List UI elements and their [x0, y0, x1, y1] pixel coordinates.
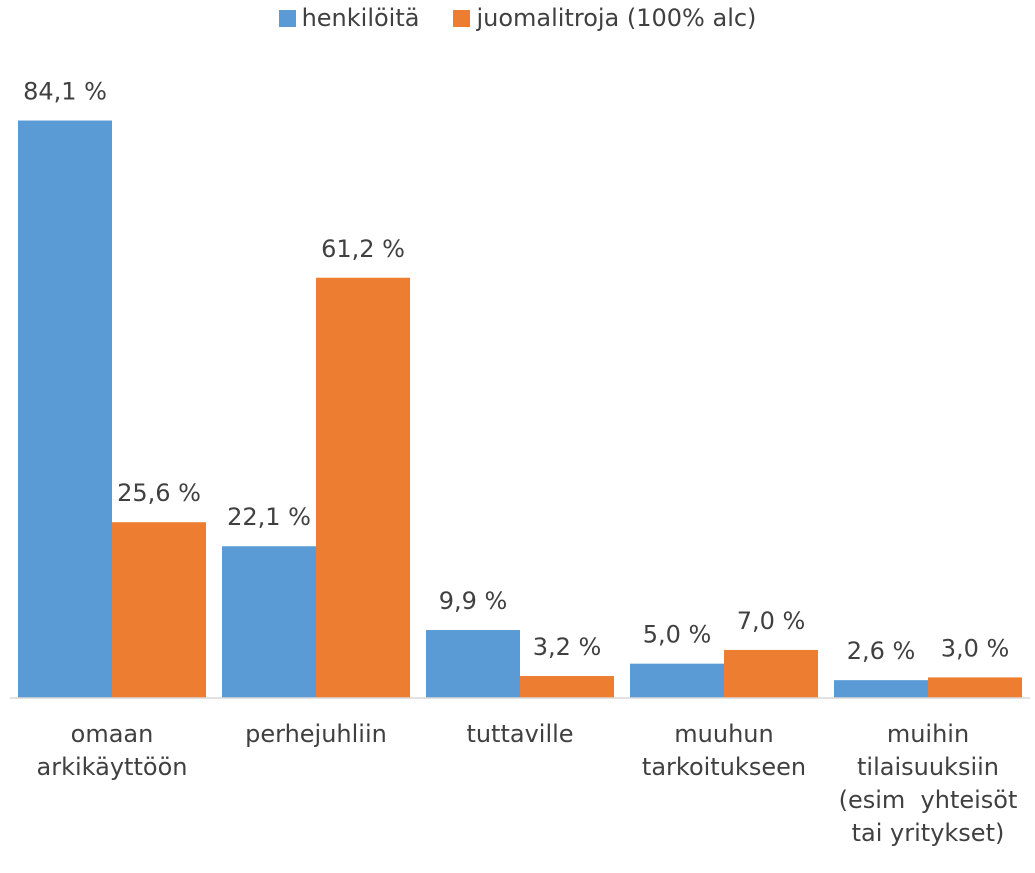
data-label: 25,6 %	[117, 479, 201, 507]
bar	[316, 277, 410, 698]
x-tick-label: omaan arkikäyttöön	[36, 720, 188, 781]
legend-swatch	[278, 9, 296, 27]
data-label: 22,1 %	[227, 503, 311, 531]
bar	[426, 630, 520, 698]
data-label: 7,0 %	[737, 607, 806, 635]
x-tick-label: muihin tilaisuuksiin (esim yhteisöt tai …	[838, 720, 1026, 847]
bar	[520, 676, 614, 698]
data-label: 3,2 %	[533, 633, 602, 661]
bar	[834, 680, 928, 698]
legend-item: juomalitroja (100% alc)	[453, 4, 756, 32]
data-label: 5,0 %	[643, 621, 712, 649]
bar	[112, 522, 206, 698]
data-label: 2,6 %	[847, 637, 916, 665]
bar	[724, 649, 818, 698]
bar	[630, 663, 724, 698]
data-label: 9,9 %	[439, 587, 508, 615]
x-tick-label: tuttaville	[466, 720, 574, 748]
bar	[18, 120, 112, 699]
legend: henkilöitä juomalitroja (100% alc)	[0, 4, 1035, 32]
data-label: 84,1 %	[23, 78, 107, 106]
data-label: 61,2 %	[321, 235, 405, 263]
legend-swatch	[453, 9, 471, 27]
legend-label: juomalitroja (100% alc)	[476, 4, 757, 32]
data-label: 3,0 %	[941, 634, 1010, 662]
bar	[222, 546, 316, 698]
x-tick-label: perhejuhliin	[245, 720, 387, 748]
bar	[928, 677, 1022, 698]
x-tick-label: muuhun tarkoitukseen	[641, 720, 807, 781]
legend-label: henkilöitä	[301, 4, 420, 32]
legend-item: henkilöitä	[278, 4, 420, 32]
